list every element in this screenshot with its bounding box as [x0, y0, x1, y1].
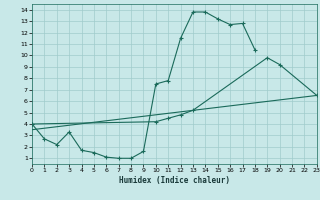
X-axis label: Humidex (Indice chaleur): Humidex (Indice chaleur) — [119, 176, 230, 185]
